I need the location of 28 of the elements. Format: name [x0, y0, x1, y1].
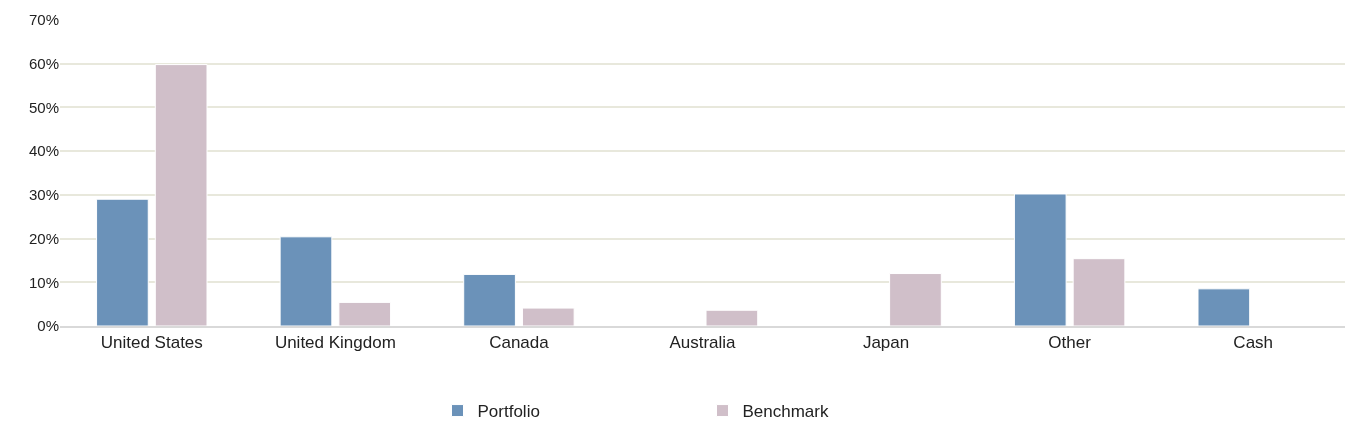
bar — [521, 307, 575, 326]
bar — [338, 301, 392, 326]
y-tick-label: 10% — [28, 273, 59, 291]
bar — [705, 309, 759, 326]
y-tick-label: 30% — [28, 186, 59, 204]
x-tick-label: Other — [1048, 333, 1092, 353]
x-tick-label: Japan — [862, 333, 910, 353]
bar — [1072, 258, 1126, 326]
bar — [154, 64, 208, 326]
x-tick-label: Canada — [489, 333, 550, 353]
x-tick-label: Cash — [1233, 333, 1274, 353]
y-tick-label: 70% — [28, 11, 59, 29]
bar — [1013, 193, 1067, 326]
y-tick-label: 0% — [37, 317, 59, 335]
y-tick-label: 20% — [28, 229, 59, 247]
x-tick-label: Australia — [669, 333, 737, 353]
legend-label: Benchmark — [742, 402, 829, 422]
y-tick-label: 50% — [28, 98, 59, 116]
bar — [96, 198, 149, 326]
x-tick-label: United States — [100, 333, 203, 353]
bar — [1197, 288, 1251, 326]
x-tick-label: United Kingdom — [274, 333, 396, 353]
legend-label: Portfolio — [477, 402, 540, 422]
bar — [463, 273, 516, 326]
bar — [889, 273, 942, 326]
bar — [279, 236, 333, 326]
y-tick-label: 40% — [28, 142, 59, 160]
y-tick-label: 60% — [28, 54, 59, 72]
